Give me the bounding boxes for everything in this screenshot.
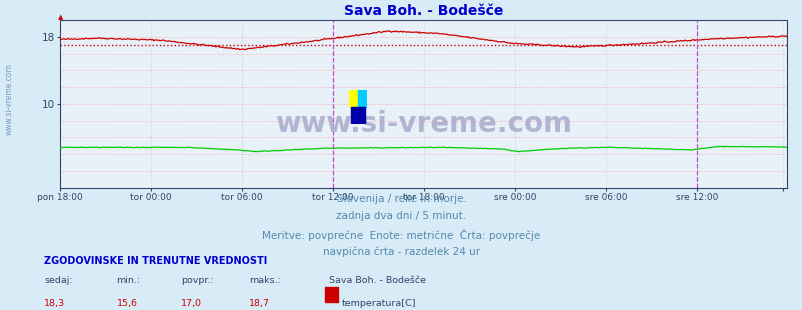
Text: 15,6: 15,6 (116, 299, 137, 308)
Text: zadnja dva dni / 5 minut.: zadnja dva dni / 5 minut. (336, 211, 466, 221)
Text: www.si-vreme.com: www.si-vreme.com (275, 110, 571, 138)
Text: sedaj:: sedaj: (44, 276, 73, 285)
Text: min.:: min.: (116, 276, 140, 285)
Text: navpična črta - razdelek 24 ur: navpična črta - razdelek 24 ur (322, 247, 480, 257)
Polygon shape (358, 90, 367, 107)
Text: ▲: ▲ (58, 14, 63, 20)
Polygon shape (349, 90, 358, 107)
Text: temperatura[C]: temperatura[C] (341, 299, 415, 308)
Polygon shape (350, 107, 365, 124)
Text: www.si-vreme.com: www.si-vreme.com (5, 63, 14, 135)
Text: Sava Boh. - Bodešče: Sava Boh. - Bodešče (329, 276, 426, 285)
Title: Sava Boh. - Bodešče: Sava Boh. - Bodešče (343, 4, 503, 18)
Text: maks.:: maks.: (249, 276, 281, 285)
Text: 18,3: 18,3 (44, 299, 65, 308)
Text: Meritve: povprečne  Enote: metrične  Črta: povprečje: Meritve: povprečne Enote: metrične Črta:… (262, 229, 540, 241)
Text: 17,0: 17,0 (180, 299, 201, 308)
Text: 18,7: 18,7 (249, 299, 269, 308)
Text: ZGODOVINSKE IN TRENUTNE VREDNOSTI: ZGODOVINSKE IN TRENUTNE VREDNOSTI (44, 256, 267, 266)
Text: povpr.:: povpr.: (180, 276, 213, 285)
Text: Slovenija / reke in morje.: Slovenija / reke in morje. (336, 194, 466, 204)
